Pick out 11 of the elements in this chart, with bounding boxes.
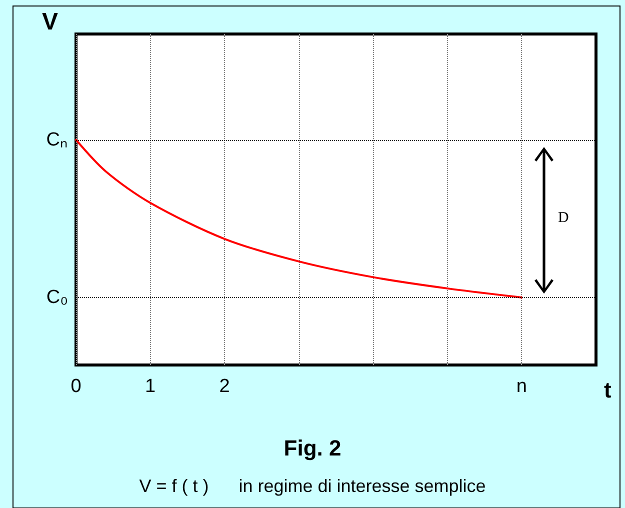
- y-axis-title: V: [42, 8, 58, 36]
- x-tick-label: n: [516, 376, 528, 397]
- annotation: D: [558, 210, 569, 226]
- ref-line-label: Cₙ: [46, 129, 68, 150]
- text: Fig. 2: [284, 436, 342, 460]
- ref-line-label: C₀: [46, 286, 68, 308]
- text: V = f ( t ) in regime di interesse semplice: [139, 476, 486, 496]
- x-tick-label: 0: [70, 376, 82, 397]
- x-tick-label: 1: [144, 376, 156, 397]
- x-tick-label: 2: [219, 376, 230, 397]
- x-axis-title: t: [604, 378, 612, 402]
